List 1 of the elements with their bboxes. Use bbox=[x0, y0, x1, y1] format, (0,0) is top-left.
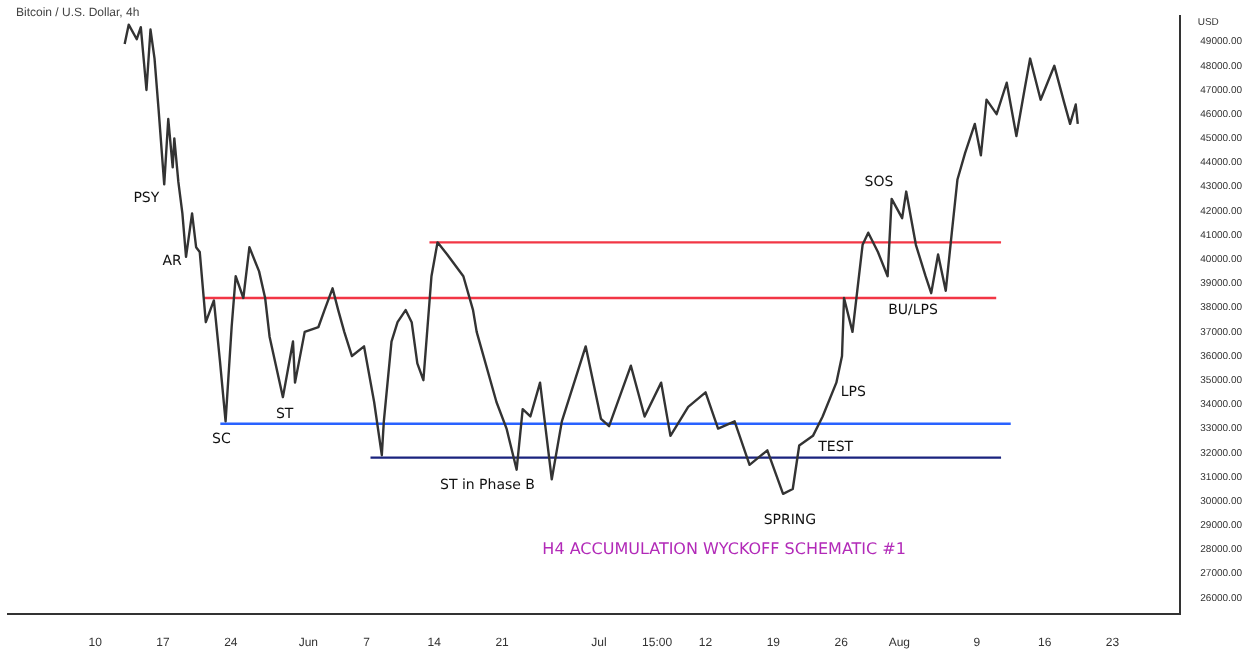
text: H4 ACCUMULATION WYCKOFF SCHEMATIC #1 bbox=[542, 539, 906, 558]
